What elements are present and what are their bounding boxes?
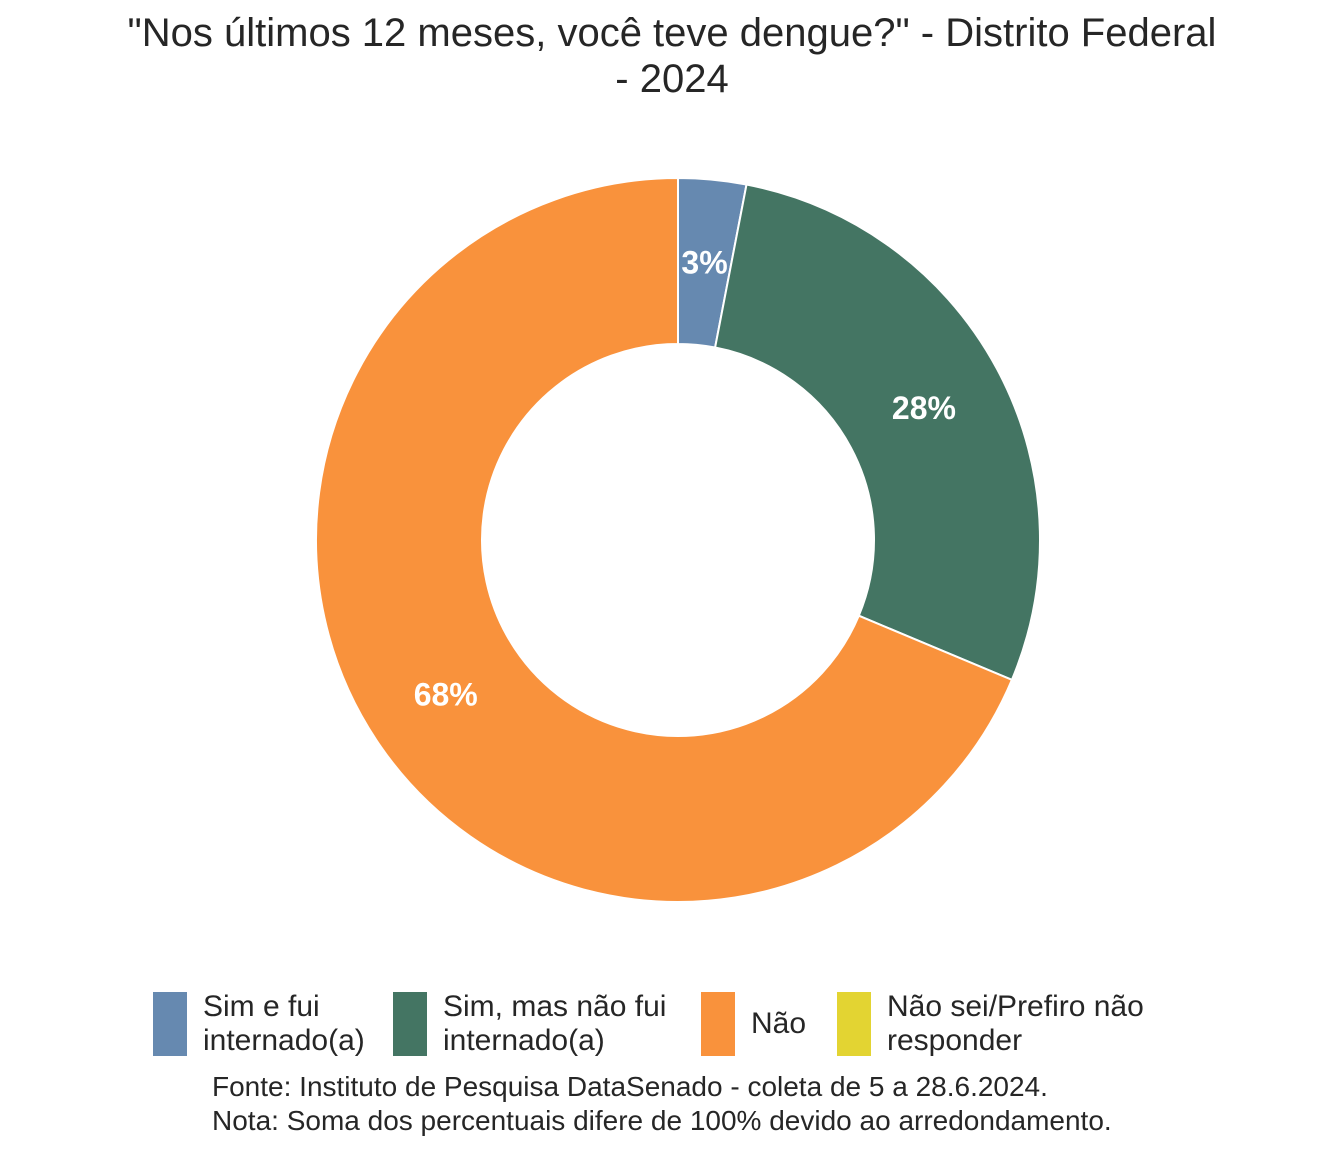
legend: Sim e fui internado(a) Sim, mas não fui … (0, 990, 1344, 1058)
legend-swatch-sim-internado (153, 992, 187, 1056)
slice-nao (314, 176, 1014, 903)
legend-item-sim-nao-internado: Sim, mas não fui internado(a) (393, 990, 687, 1058)
legend-swatch-nao-sei (837, 992, 871, 1056)
legend-item-nao: Não (701, 992, 823, 1056)
legend-item-nao-sei: Não sei/Prefiro não responder (837, 990, 1177, 1058)
legend-label-sim-internado: Sim e fui internado(a) (203, 990, 365, 1057)
legend-label-nao: Não (751, 1007, 807, 1040)
data-label-sim-e-fui-internado-a: 3% (681, 244, 727, 280)
chart-title: "Nos últimos 12 meses, você teve dengue?… (0, 10, 1344, 102)
caption: Fonte: Instituto de Pesquisa DataSenado … (212, 1070, 1112, 1138)
legend-swatch-nao (701, 992, 735, 1056)
legend-label-nao-sei: Não sei/Prefiro não responder (887, 990, 1144, 1057)
data-label-sim-mas-nao-fui-internado-a: 28% (892, 390, 956, 426)
data-label-nao: 68% (414, 677, 478, 713)
legend-item-sim-internado: Sim e fui internado(a) (153, 990, 379, 1058)
chart-title-line-1: "Nos últimos 12 meses, você teve dengue?… (127, 11, 1217, 55)
chart-title-line-2: - 2024 (615, 57, 729, 101)
slice-sim-mas-nao-fui-internado-a (713, 183, 1041, 682)
legend-label-sim-nao-internado: Sim, mas não fui internado(a) (443, 990, 667, 1057)
legend-swatch-sim-nao-internado (393, 992, 427, 1056)
caption-source: Fonte: Instituto de Pesquisa DataSenado … (212, 1071, 1048, 1102)
caption-note: Nota: Soma dos percentuais difere de 100… (212, 1105, 1112, 1136)
